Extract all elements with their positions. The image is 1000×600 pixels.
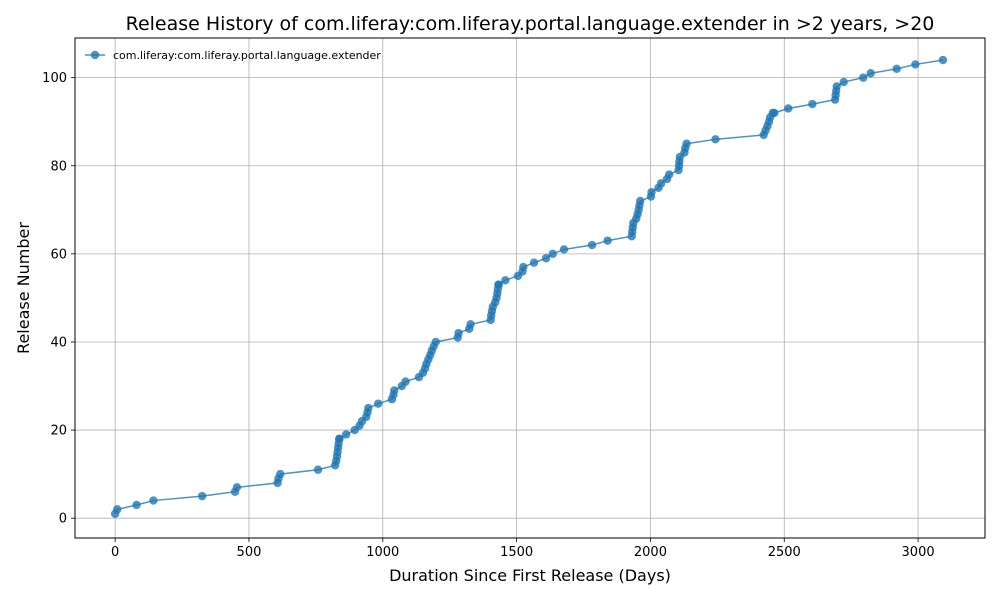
- x-tick-label: 0: [111, 545, 119, 560]
- y-tick-label: 100: [42, 71, 67, 86]
- data-point: [529, 258, 539, 267]
- data-point: [431, 337, 440, 347]
- data-point: [656, 179, 666, 188]
- legend-dot-marker: [90, 50, 100, 60]
- data-point: [501, 276, 510, 285]
- data-point: [374, 399, 383, 408]
- y-tick-label: 80: [50, 159, 67, 174]
- data-point: [494, 280, 503, 289]
- y-axis-label: Release Number: [14, 222, 33, 354]
- data-point: [647, 187, 656, 197]
- data-point: [341, 430, 351, 439]
- data-point: [603, 236, 612, 245]
- data-point: [313, 465, 323, 474]
- data-point: [559, 245, 569, 254]
- data-point: [276, 469, 285, 479]
- x-tick-label: 1000: [366, 545, 399, 560]
- x-tick-label: 1500: [500, 545, 533, 560]
- grid-lines: [75, 38, 985, 538]
- legend: com.liferay:com.liferay.portal.language.…: [85, 49, 381, 62]
- data-point: [149, 496, 158, 505]
- data-point: [839, 77, 848, 87]
- data-point: [770, 108, 779, 118]
- legend-entry-label: com.liferay:com.liferay.portal.language.…: [113, 49, 381, 62]
- data-point: [335, 434, 344, 444]
- data-point: [866, 69, 875, 78]
- data-point: [454, 328, 463, 338]
- data-point: [832, 82, 841, 91]
- data-point: [390, 386, 399, 395]
- data-point: [466, 320, 475, 329]
- data-point: [132, 500, 141, 510]
- data-point: [519, 262, 528, 272]
- x-tick-label: 500: [237, 545, 262, 560]
- y-tick-label: 60: [50, 247, 67, 262]
- data-point: [232, 483, 242, 492]
- data-point: [587, 240, 597, 250]
- data-point: [682, 139, 691, 148]
- y-tick-label: 40: [50, 335, 67, 350]
- data-point: [892, 64, 901, 74]
- data-point: [808, 99, 817, 109]
- data-point: [113, 505, 122, 514]
- data-point: [784, 104, 793, 113]
- y-tick-label: 20: [50, 424, 67, 439]
- data-point: [197, 491, 207, 501]
- series-layer: [110, 55, 948, 518]
- chart-title: Release History of com.liferay:com.lifer…: [126, 13, 935, 35]
- x-tick-label: 2000: [634, 545, 667, 560]
- y-tick-label: 0: [59, 512, 67, 527]
- x-tick-label: 2500: [768, 545, 801, 560]
- x-axis-label: Duration Since First Release (Days): [389, 566, 671, 585]
- x-tick-label: 3000: [902, 545, 935, 560]
- axis-ticks: 0 500 1000 1500 2000 2500 3000 0 20 40 60 80 100: [42, 71, 934, 560]
- data-point: [711, 135, 720, 144]
- data-point: [548, 249, 557, 259]
- data-point: [364, 403, 373, 413]
- plot-frame: [74, 37, 986, 539]
- data-point: [938, 55, 948, 65]
- data-point: [664, 170, 674, 179]
- data-point: [636, 196, 645, 206]
- data-point: [911, 60, 920, 69]
- data-point: [541, 254, 551, 263]
- data-point: [401, 377, 410, 386]
- data-point: [859, 73, 868, 82]
